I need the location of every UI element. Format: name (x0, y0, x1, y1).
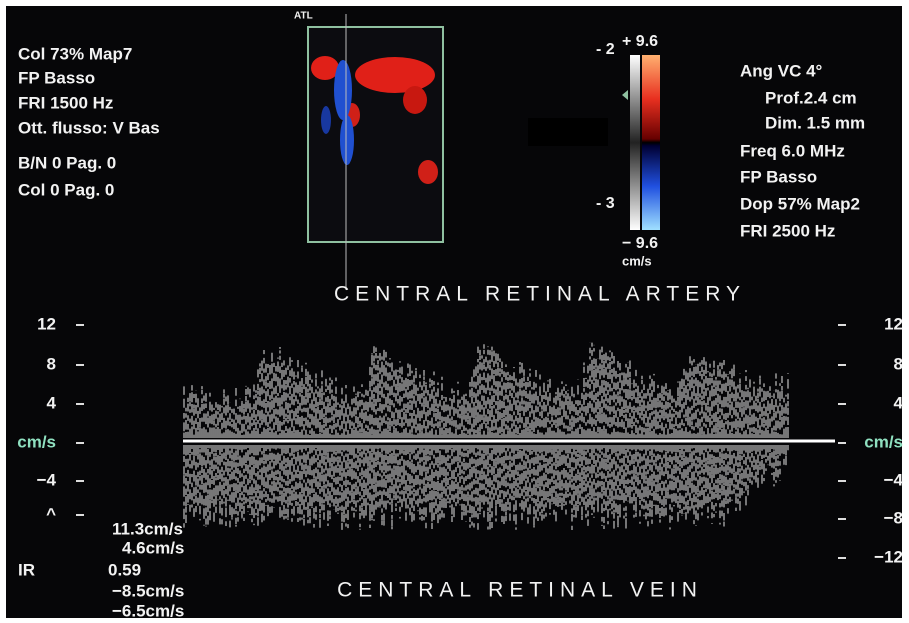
right-info: Ang VC 4° (740, 61, 823, 80)
left-scale: 12 (37, 314, 56, 333)
right-scale: −12 (874, 547, 903, 566)
flow-red (403, 86, 427, 114)
left-scale: 8 (47, 354, 56, 373)
brand: ATL (294, 11, 313, 22)
bar-top: + 9.6 (622, 33, 658, 50)
flow-red (355, 57, 435, 93)
flow-red (311, 56, 339, 80)
left-info: FP Basso (18, 68, 95, 87)
right-info: FRI 2500 Hz (740, 221, 835, 240)
right-info: Freq 6.0 MHz (740, 141, 845, 160)
mask (528, 118, 608, 146)
right-info: Dim. 1.5 mm (765, 113, 865, 132)
gray-bar (630, 55, 640, 230)
bar-mark: - 3 (596, 195, 615, 212)
left-scale: −4 (37, 470, 57, 489)
measurement: 11.3cm/s (112, 519, 183, 538)
right-scale: cm/s (864, 432, 903, 451)
right-info: Prof.2.4 cm (765, 88, 857, 107)
ultrasound-screen: ATL + 9.6 - 2 - 3 − 9.6 cm/s CENTRAL RET… (0, 0, 909, 623)
measurement: 4.6cm/s (122, 538, 184, 557)
right-scale: 8 (894, 354, 903, 373)
flow-red (418, 160, 438, 184)
color-bar (642, 55, 660, 230)
right-scale: 12 (884, 314, 903, 333)
right-info: FP Basso (740, 167, 817, 186)
bar-unit: cm/s (622, 253, 652, 268)
vein-label: CENTRAL RETINAL VEIN (337, 579, 703, 602)
left-scale: cm/s (17, 432, 56, 451)
right-scale: −8 (884, 508, 903, 527)
measurement: 0.59 (108, 560, 141, 579)
artery-label: CENTRAL RETINAL ARTERY (334, 283, 746, 306)
left-info: FRI 1500 Hz (18, 93, 113, 112)
right-info: Dop 57% Map2 (740, 194, 860, 213)
left-scale: ^ (46, 504, 56, 523)
left-info: Col 73% Map7 (18, 44, 132, 63)
left-info: Col 0 Pag. 0 (18, 180, 114, 199)
bar-bottom: − 9.6 (622, 235, 658, 252)
flow-blue (321, 106, 331, 134)
measurement: −6.5cm/s (112, 601, 184, 620)
measurement: IR (18, 560, 35, 579)
left-info: B/N 0 Pag. 0 (18, 153, 116, 172)
right-scale: −4 (884, 470, 904, 489)
bar-mark: - 2 (596, 41, 615, 58)
right-scale: 4 (894, 393, 904, 412)
flow-blue (340, 115, 354, 165)
left-scale: 4 (47, 393, 57, 412)
measurement: −8.5cm/s (112, 581, 184, 600)
left-info: Ott. flusso: V Bas (18, 118, 160, 137)
flow-blue (334, 60, 352, 120)
